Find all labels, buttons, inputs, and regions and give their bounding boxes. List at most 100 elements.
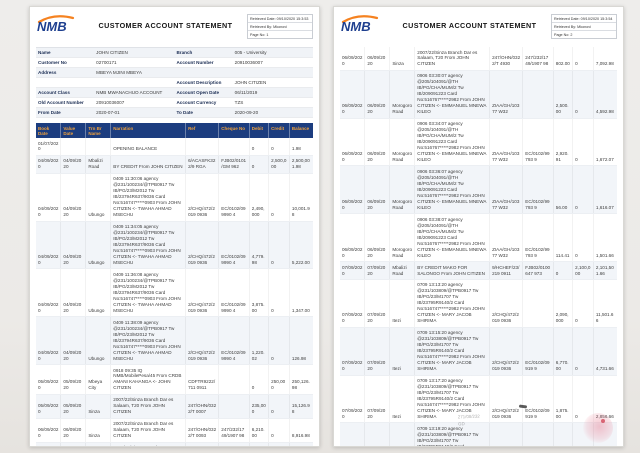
cell-value-date: 07/09/2020 xyxy=(364,375,391,424)
nmb-logo-text: NMB xyxy=(341,19,371,34)
cell-narration: 0918 09:35 IQ NMB/MobilePesa/45 From CRD… xyxy=(110,364,187,395)
account-info-value: JOHN CITIZEN xyxy=(94,47,175,58)
cell-credit: 0 xyxy=(572,118,594,167)
cell-debit: 1,875.00 xyxy=(553,375,574,424)
cell-value-date: 04/09/2020 xyxy=(60,173,87,222)
cell-book-date: 06/09/2020 xyxy=(340,213,366,263)
cell-balance: 2,101,501.66 xyxy=(593,261,617,280)
page-title: CUSTOMER ACCOUNT STATEMENT xyxy=(402,21,537,30)
account-info-value: 2020-07-01 xyxy=(94,107,175,118)
cell-debit: 0 xyxy=(249,364,270,395)
table-row: 01/07/2020 OPENING BALANCE 0 0 1.98 xyxy=(36,138,313,156)
cell-value-date: 07/09/2020 xyxy=(364,327,391,376)
cell-value-date: 04/09/2020 xyxy=(60,221,87,270)
cell-credit: 0 xyxy=(268,394,290,419)
cell-value-date: 04/09/2020 xyxy=(60,155,87,174)
cell-cheque-no xyxy=(522,279,554,328)
cell-narration: 0409 11:36:08 agency @231/100234/@TPB091… xyxy=(110,268,187,318)
cell-credit: 0 xyxy=(572,213,594,263)
cell-cheque-no: 247/232/1749/1907 98 xyxy=(218,418,250,443)
cell-narration: 0409 11:38:09 agency @231/100234/@TPB091… xyxy=(110,316,187,365)
cell-cheque-no: FJB02/0101/GM 962 xyxy=(218,155,250,174)
account-info-row: From Date 2020-07-01 To Date 2020-09-20 xyxy=(36,107,313,118)
cell-ref: 2/CHQ/472/2019 0936 xyxy=(185,316,220,365)
cell-debit: 2,090,000 xyxy=(553,279,574,328)
cell-ref: ZIAA/GH/10377 W32 xyxy=(489,70,524,119)
table-row: 04/09/2020 04/09/2020 Ubungo 0409 11:34:… xyxy=(36,221,313,270)
account-info-label: From Date xyxy=(36,107,95,118)
cell-debit: 1,022.00 xyxy=(249,442,270,446)
cell-value-date: 07/09/2020 xyxy=(364,261,391,280)
cell-balance: 1,347.00 xyxy=(289,268,313,318)
transactions-body-page1: 01/07/2020 OPENING BALANCE 0 0 1.98 04/0… xyxy=(36,138,313,446)
cell-balance: 7,894.98 xyxy=(289,442,313,446)
cell-value-date: 04/09/2020 xyxy=(60,316,87,365)
cell-credit: 0 xyxy=(268,221,290,270)
cell-balance: 4,592.98 xyxy=(593,70,617,119)
cell-debit: 0 xyxy=(249,138,270,156)
cell-cheque-no: 247/232/1749/1907 98 xyxy=(218,442,250,446)
cell-value-date: 04/09/2020 xyxy=(60,268,87,318)
column-header: Value Date xyxy=(60,123,87,138)
page-number: Page No: 2 xyxy=(554,32,573,37)
cell-credit: 250,000 xyxy=(268,364,290,395)
cell-ref: 2/CHQ/472/2019 0936 xyxy=(185,268,220,318)
cell-cheque-no: EC/0102/99793 9 xyxy=(522,165,554,215)
cell-debit: 0 xyxy=(553,261,574,280)
account-info-label: Address xyxy=(36,67,95,78)
cell-credit: 0 xyxy=(572,279,594,328)
table-header-row: Book Date Value Date Trn Br Name Narration R… xyxy=(36,123,313,138)
account-info-label: Customer No xyxy=(36,57,95,68)
cell-credit: 0 xyxy=(572,422,594,446)
cell-narration: 0906 03:30:07 agency @205/104091/@TH IB/… xyxy=(414,70,491,119)
nmb-logo: NMB xyxy=(36,12,84,39)
cell-credit: 0 xyxy=(268,442,290,446)
cell-value-date: 06/09/2020 xyxy=(60,442,87,446)
cell-ref xyxy=(185,138,220,156)
cell-branch: Mbalizi Road xyxy=(389,261,416,280)
cell-balance: 1,636.38 xyxy=(593,422,617,446)
cell-debit: 235,000 xyxy=(249,394,270,419)
cell-value-date: 06/09/2020 xyxy=(60,418,87,443)
cell-ref: ZIAA/GH/10377 W32 xyxy=(489,118,524,167)
cell-book-date: 07/09/2020 xyxy=(340,375,366,424)
page-title: CUSTOMER ACCOUNT STATEMENT xyxy=(98,21,233,30)
table-row: 07/09/2020 07/09/2020 Itezi 0709 13:19:2… xyxy=(340,422,617,446)
cell-balance: 250,126.98 xyxy=(289,364,313,395)
cell-book-date: 07/09/2020 xyxy=(340,261,366,280)
cell-branch: Morogoro Road xyxy=(389,213,416,263)
cell-narration: OPENING BALANCE xyxy=(110,138,187,156)
cell-balance: 1,672.07 xyxy=(593,118,617,167)
cell-ref: 2/CHQ/472/2019 0936 xyxy=(489,279,524,328)
cell-branch: Mbeya City xyxy=(85,364,112,395)
cell-balance: 10,001.98 xyxy=(289,173,313,222)
account-info-label: Account Open Date xyxy=(174,87,233,98)
account-info-row: Customer No 02700171 Account Number 2091… xyxy=(36,57,313,68)
table-row: 07/09/2020 07/09/2020 Itezi 0709 13:17:2… xyxy=(340,375,617,424)
cell-branch: Morogoro Road xyxy=(389,118,416,167)
account-info-value: TZS xyxy=(232,97,313,108)
account-info-row: Account Class NMB MWANACHUO ACCOUNT Acco… xyxy=(36,87,313,98)
column-header: Balance xyxy=(289,123,313,138)
cell-ref: 2/CHQ/472/2019 0936 xyxy=(185,173,220,222)
transactions-table-page1: Book Date Value Date Trn Br Name Narration R… xyxy=(36,123,313,446)
cell-cheque-no xyxy=(218,364,250,395)
cell-value-date: 06/09/2020 xyxy=(364,165,391,215)
nmb-logo: NMB xyxy=(340,12,388,39)
cell-narration: 2007/22/Sinza Branch Dar es Salaam, T20 … xyxy=(110,442,187,446)
cell-branch xyxy=(85,138,112,156)
cell-cheque-no: EC/0102/09919 9 xyxy=(522,422,554,446)
cell-cheque-no: EC/0102/99793 9 xyxy=(522,118,554,167)
cell-book-date: 07/09/2020 xyxy=(340,327,366,376)
cell-debit: 0 xyxy=(249,155,270,174)
cell-book-date: 06/09/2020 xyxy=(36,442,62,446)
cell-ref: 2/CHQ/472/2019 0936 xyxy=(185,221,220,270)
cell-credit: 0 xyxy=(572,165,594,215)
cell-branch: Sinza xyxy=(389,47,416,71)
table-row: 05/09/2020 05/09/2020 Sinza 2007/22/Sinz… xyxy=(36,394,313,419)
account-info-value: NMB MWANACHUO ACCOUNT xyxy=(94,87,175,98)
column-header: Debit xyxy=(249,123,270,138)
cell-narration: 0709 13:15:20 agency @231/103809/@TPB091… xyxy=(414,327,491,376)
table-row: 07/09/2020 07/09/2020 Mbalizi Road BY CR… xyxy=(340,261,617,280)
cell-narration: 0906 03:38:07 agency @205/104091/@TH IB/… xyxy=(414,213,491,263)
